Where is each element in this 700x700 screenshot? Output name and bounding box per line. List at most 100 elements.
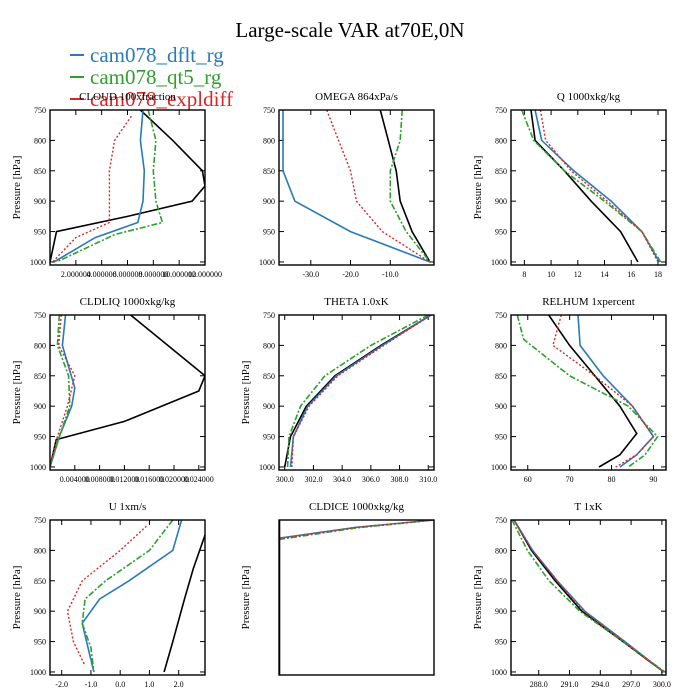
- y-tick-label: 750: [34, 106, 46, 115]
- y-tick-label: 750: [495, 516, 507, 525]
- panel-7: U 1xm/s Pressure [hPa] 750 800 850 900 950 1000…: [11, 501, 206, 689]
- series-group: [50, 110, 205, 263]
- y-tick-label: 850: [34, 167, 46, 176]
- x-tick-label: 0.020000: [159, 475, 189, 484]
- x-tick-label: 291.0: [561, 680, 579, 689]
- y-tick-label: 1000: [259, 463, 275, 472]
- series-line-qt5: [81, 520, 174, 673]
- panel-title: THETA 1.0xK: [324, 296, 389, 308]
- series-line-ref: [50, 110, 205, 263]
- y-tick-label: 800: [34, 136, 46, 145]
- x-tick-label: 0.0: [115, 680, 125, 689]
- series-line-dflt: [53, 110, 146, 263]
- x-tick-label: -20.0: [342, 270, 359, 279]
- series-line-qt5: [279, 520, 434, 541]
- series-line-dflt: [279, 520, 434, 539]
- plot-frame: [278, 109, 435, 266]
- x-tick-label: 6.000000: [113, 270, 143, 279]
- x-tick-label: 302.0: [304, 475, 322, 484]
- x-tick-label: 0.008000: [85, 475, 115, 484]
- legend-swatch-expl: [70, 98, 84, 100]
- x-tick-label: 0.004000: [60, 475, 90, 484]
- x-tick-label: 310.0: [419, 475, 437, 484]
- series-group: [520, 110, 662, 263]
- legend-swatch-qt5: [70, 76, 84, 78]
- y-tick-label: 900: [263, 402, 275, 411]
- x-tick-label: 16: [627, 270, 635, 279]
- x-tick-label: 0.024000: [184, 475, 214, 484]
- y-tick-label: 1000: [491, 668, 507, 677]
- x-tick-label: 2.000000: [61, 270, 91, 279]
- y-axis-label: Pressure [hPa]: [11, 361, 23, 425]
- y-tick-label: 950: [495, 228, 507, 237]
- x-tick-label: 2.0: [174, 680, 184, 689]
- legend-item-qt5: cam078_qt5_rg: [70, 66, 233, 88]
- y-tick-label: 750: [34, 516, 46, 525]
- x-tick-label: 0.012000: [109, 475, 139, 484]
- series-line-ref: [283, 315, 432, 468]
- panel-6: RELHUM 1xpercent 750 800 850 900 950 1000 60 70 8…: [491, 296, 667, 484]
- y-tick-label: 900: [34, 402, 46, 411]
- series-line-expl: [326, 110, 431, 263]
- y-tick-label: 950: [495, 638, 507, 647]
- series-line-expl: [291, 315, 432, 468]
- y-tick-label: 800: [495, 546, 507, 555]
- x-tick-label: 8.000000: [138, 270, 168, 279]
- series-line-dflt: [282, 110, 431, 263]
- y-tick-label: 750: [263, 311, 275, 320]
- series-line-ref: [163, 534, 205, 673]
- y-tick-label: 850: [495, 372, 507, 381]
- plot-frame: [278, 314, 435, 471]
- y-tick-label: 800: [495, 136, 507, 145]
- series-line-expl: [66, 525, 147, 667]
- x-tick-label: 1.0: [144, 680, 154, 689]
- y-tick-label: 900: [34, 607, 46, 616]
- y-tick-label: 900: [495, 402, 507, 411]
- series-line-qt5: [286, 315, 429, 468]
- plot-frame: [510, 314, 667, 471]
- panel-9: T 1xK Pressure [hPa] 750 800 850 900 950 1000 28…: [472, 501, 671, 689]
- series-line-dflt: [513, 520, 665, 673]
- y-tick-label: 1000: [259, 258, 275, 267]
- legend-label-qt5: cam078_qt5_rg: [90, 65, 222, 89]
- y-axis-label: Pressure [hPa]: [240, 361, 252, 425]
- series-line-expl: [539, 110, 659, 263]
- y-tick-label: 750: [495, 106, 507, 115]
- series-line-dflt: [577, 315, 655, 468]
- panel-title: CLDICE 1000xkg/kg: [309, 501, 405, 513]
- panel-title: U 1xm/s: [109, 501, 147, 513]
- y-tick-label: 900: [495, 607, 507, 616]
- panel-title: CLDLIQ 1000xkg/kg: [80, 296, 176, 308]
- x-tick-label: 4.000000: [87, 270, 117, 279]
- legend-label-dflt: cam078_dflt_rg: [90, 43, 224, 67]
- y-tick-label: 850: [495, 577, 507, 586]
- series-line-ref: [379, 110, 431, 263]
- y-tick-label: 800: [495, 341, 507, 350]
- series-group: [511, 520, 666, 673]
- y-tick-label: 1000: [491, 463, 507, 472]
- y-tick-label: 1000: [30, 668, 46, 677]
- x-tick-label: 304.0: [333, 475, 351, 484]
- plot-frame: [49, 109, 206, 266]
- panel-title: T 1xK: [574, 501, 602, 513]
- x-tick-label: 12: [574, 270, 582, 279]
- y-axis-label: Pressure [hPa]: [472, 156, 484, 220]
- x-tick-label: 80: [608, 475, 616, 484]
- x-tick-label: 300.0: [276, 475, 294, 484]
- plot-frame: [510, 109, 667, 266]
- series-line-expl: [552, 315, 655, 468]
- x-tick-label: 308.0: [391, 475, 409, 484]
- series-line-expl: [50, 315, 76, 468]
- plot-frame: [510, 519, 667, 676]
- series-line-ref: [513, 520, 665, 673]
- series-line-qt5: [520, 110, 662, 263]
- x-tick-label: 10.000000: [162, 270, 196, 279]
- series-line-qt5: [56, 110, 164, 263]
- x-tick-label: 8: [522, 270, 526, 279]
- series-group: [279, 520, 434, 675]
- series-line-dflt: [81, 520, 183, 673]
- legend-swatch-dflt: [70, 54, 84, 56]
- legend-item-expl: cam078_expldiff: [70, 88, 233, 110]
- y-tick-label: 950: [495, 433, 507, 442]
